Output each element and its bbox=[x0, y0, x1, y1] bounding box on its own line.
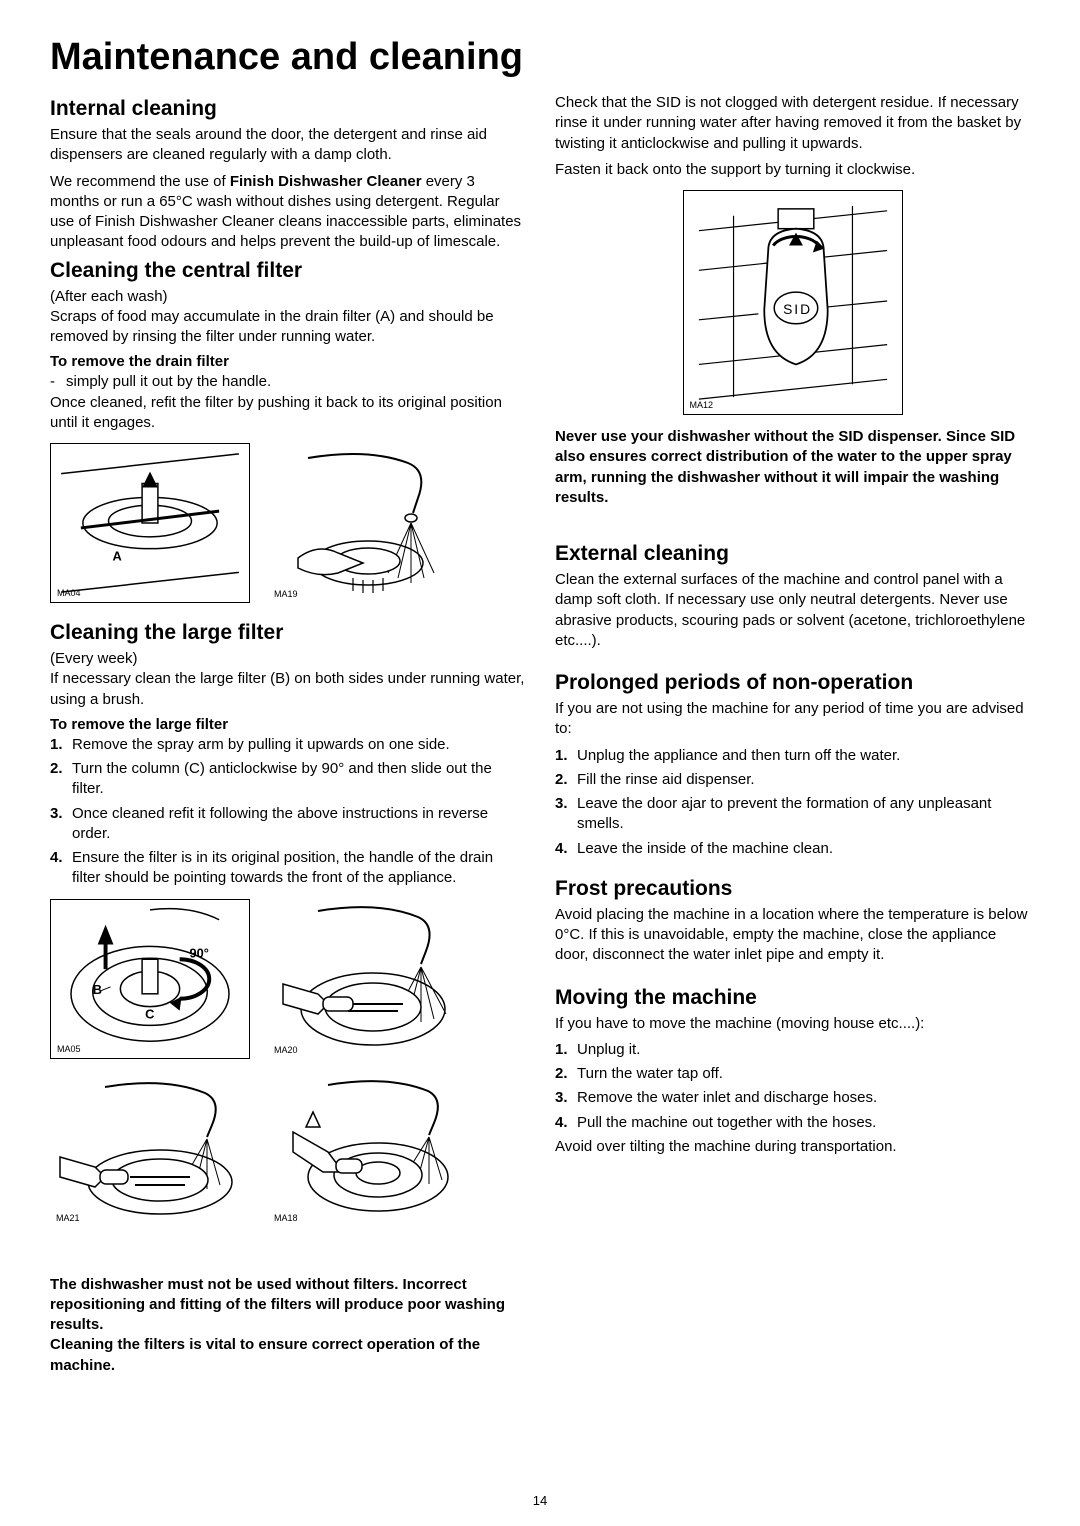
figure-sid-wrap: SID MA12 bbox=[555, 190, 1030, 415]
dash-item: - simply pull it out by the handle. bbox=[50, 372, 525, 392]
list-item: 1.Remove the spray arm by pulling it upw… bbox=[50, 735, 525, 755]
heading-prolonged: Prolonged periods of non-operation bbox=[555, 671, 1030, 695]
figure-ma04: A MA04 bbox=[50, 443, 250, 603]
external-cleaning-p: Clean the external surfaces of the machi… bbox=[555, 570, 1030, 651]
figure-row-1: A MA04 bbox=[50, 443, 525, 603]
page-title: Maintenance and cleaning bbox=[50, 36, 1030, 79]
two-column-layout: Internal cleaning Ensure that the seals … bbox=[50, 93, 1030, 1384]
subhead-remove-drain: To remove the drain filter bbox=[50, 353, 525, 370]
list-item: 2.Turn the column (C) anticlockwise by 9… bbox=[50, 759, 525, 800]
large-filter-p1: If necessary clean the large filter (B) … bbox=[50, 669, 525, 710]
svg-text:90°: 90° bbox=[190, 945, 209, 960]
svg-text:B: B bbox=[93, 981, 102, 996]
sid-warning: Never use your dishwasher without the SI… bbox=[555, 427, 1030, 508]
subhead-remove-large: To remove the large filter bbox=[50, 716, 525, 733]
moving-p: If you have to move the machine (moving … bbox=[555, 1014, 1030, 1034]
left-column: Internal cleaning Ensure that the seals … bbox=[50, 93, 525, 1384]
svg-text:C: C bbox=[145, 1006, 154, 1021]
heading-central-filter: Cleaning the central filter bbox=[50, 259, 525, 283]
dash: - bbox=[50, 372, 66, 392]
dash-text: simply pull it out by the handle. bbox=[66, 372, 271, 392]
heading-large-filter: Cleaning the large filter bbox=[50, 621, 525, 645]
frost-p: Avoid placing the machine in a location … bbox=[555, 905, 1030, 966]
figure-ma18: MA18 bbox=[268, 1077, 468, 1227]
figure-row-2: B C 90° MA05 bbox=[50, 899, 525, 1059]
fig-label: MA12 bbox=[690, 400, 714, 410]
sid-p2: Fasten it back onto the support by turni… bbox=[555, 160, 1030, 180]
central-filter-freq: (After each wash) bbox=[50, 287, 525, 307]
heading-external-cleaning: External cleaning bbox=[555, 542, 1030, 566]
figure-row-3: MA21 MA18 bbox=[50, 1077, 525, 1227]
list-item: 4.Pull the machine out together with the… bbox=[555, 1113, 1030, 1133]
heading-frost: Frost precautions bbox=[555, 877, 1030, 901]
list-item: 4.Ensure the filter is in its original p… bbox=[50, 848, 525, 889]
list-item: 2.Turn the water tap off. bbox=[555, 1064, 1030, 1084]
list-item: 3.Leave the door ajar to prevent the for… bbox=[555, 794, 1030, 835]
large-filter-steps: 1.Remove the spray arm by pulling it upw… bbox=[50, 735, 525, 889]
list-item: 4.Leave the inside of the machine clean. bbox=[555, 839, 1030, 859]
heading-internal-cleaning: Internal cleaning bbox=[50, 97, 525, 121]
list-item: 3.Remove the water inlet and discharge h… bbox=[555, 1088, 1030, 1108]
svg-text:SID: SID bbox=[783, 301, 812, 317]
fig-label: MA04 bbox=[57, 588, 81, 598]
sid-p1: Check that the SID is not clogged with d… bbox=[555, 93, 1030, 154]
fig-label: MA05 bbox=[57, 1044, 81, 1054]
list-item: 1.Unplug the appliance and then turn off… bbox=[555, 746, 1030, 766]
list-item: 3.Once cleaned refit it following the ab… bbox=[50, 804, 525, 845]
filter-warning: The dishwasher must not be used without … bbox=[50, 1275, 525, 1376]
moving-p2: Avoid over tilting the machine during tr… bbox=[555, 1137, 1030, 1157]
fig-label: MA20 bbox=[274, 1045, 298, 1055]
fig-label: MA19 bbox=[274, 589, 298, 599]
prolonged-p: If you are not using the machine for any… bbox=[555, 699, 1030, 740]
page-number: 14 bbox=[0, 1493, 1080, 1508]
large-filter-freq: (Every week) bbox=[50, 649, 525, 669]
figure-ma05: B C 90° MA05 bbox=[50, 899, 250, 1059]
svg-text:A: A bbox=[112, 549, 121, 564]
right-column: Check that the SID is not clogged with d… bbox=[555, 93, 1030, 1384]
fig-label: MA21 bbox=[56, 1213, 80, 1223]
figure-ma19: MA19 bbox=[268, 443, 468, 603]
internal-cleaning-p1: Ensure that the seals around the door, t… bbox=[50, 125, 525, 166]
prolonged-steps: 1.Unplug the appliance and then turn off… bbox=[555, 746, 1030, 859]
p2-a: We recommend the use of bbox=[50, 173, 230, 190]
heading-moving: Moving the machine bbox=[555, 986, 1030, 1010]
moving-steps: 1.Unplug it. 2.Turn the water tap off. 3… bbox=[555, 1040, 1030, 1133]
list-item: 2.Fill the rinse aid dispenser. bbox=[555, 770, 1030, 790]
p2-b: Finish Dishwasher Cleaner bbox=[230, 173, 422, 190]
internal-cleaning-p2: We recommend the use of Finish Dishwashe… bbox=[50, 172, 525, 253]
fig-label: MA18 bbox=[274, 1213, 298, 1223]
figure-ma12: SID MA12 bbox=[683, 190, 903, 415]
list-item: 1.Unplug it. bbox=[555, 1040, 1030, 1060]
central-filter-p2: Once cleaned, refit the filter by pushin… bbox=[50, 393, 525, 434]
figure-ma20: MA20 bbox=[268, 899, 468, 1059]
figure-ma21: MA21 bbox=[50, 1077, 250, 1227]
central-filter-p1: Scraps of food may accumulate in the dra… bbox=[50, 307, 525, 348]
